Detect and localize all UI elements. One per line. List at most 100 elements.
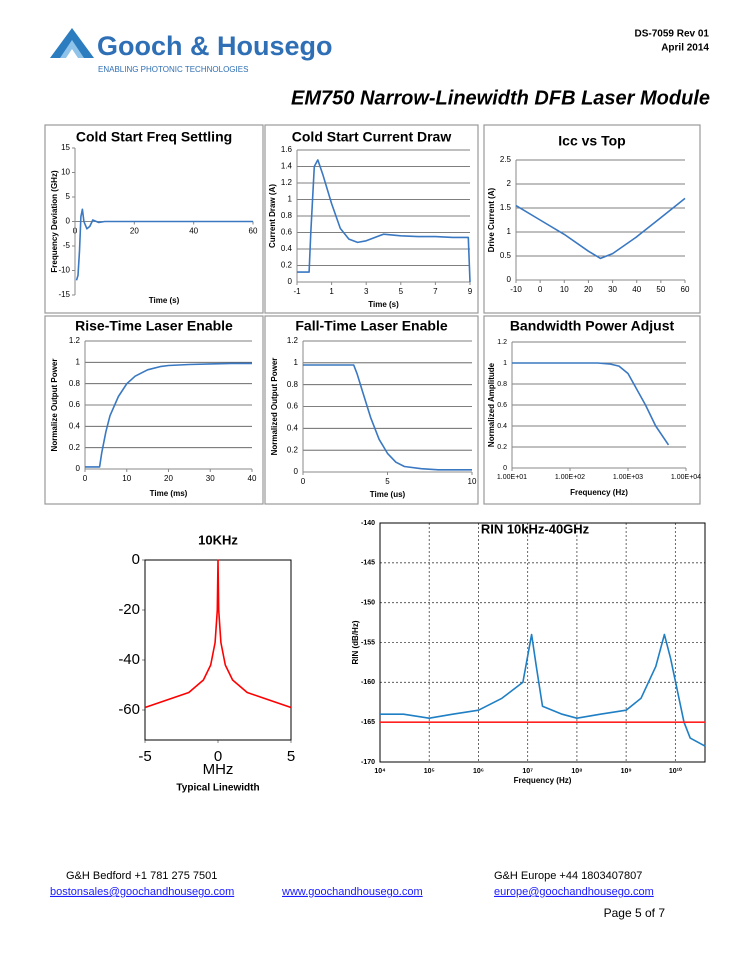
x-tick-label: 1.00E+02 <box>555 474 585 481</box>
website-link[interactable]: www.goochandhousego.com <box>281 886 423 898</box>
x-tick-label: 0 <box>538 285 543 294</box>
x-tick-label: 1.00E+04 <box>671 474 701 481</box>
y-tick-label: -165 <box>361 719 375 726</box>
chart: 0 0.2 0.4 0.6 0.8 1 1.2 0 10 20 30 40 Rise-Time Lase… <box>44 315 264 505</box>
x-tick-label: 10⁹ <box>621 768 632 775</box>
doc-id: DS-7059 Rev 01 <box>635 29 710 40</box>
y-tick-label: 5 <box>66 192 71 201</box>
x-tick-label: 20 <box>130 227 139 236</box>
y-tick-label: 0.5 <box>500 251 512 260</box>
y-tick-label: 2.5 <box>500 155 512 164</box>
bedford-phone: G&H Bedford +1 781 275 7501 <box>66 870 217 882</box>
y-tick-label: 0.6 <box>497 402 507 409</box>
data-line <box>144 559 292 709</box>
x-tick-label: 1 <box>329 287 334 296</box>
x-tick-label: 40 <box>248 474 257 483</box>
chart-caption: Typical Linewidth <box>176 783 259 794</box>
data-line <box>85 362 252 468</box>
x-tick-label: 60 <box>681 285 690 294</box>
y-axis-label: Normalize Output Power <box>50 359 59 452</box>
y-tick-label: 0.4 <box>287 423 299 432</box>
europe-phone: G&H Europe +44 1803407807 <box>494 870 642 882</box>
x-axis-label: Frequency (Hz) <box>570 488 628 497</box>
y-tick-label: -150 <box>361 600 375 607</box>
y-tick-label: 0 <box>294 467 299 476</box>
chart: 0 0.2 0.4 0.6 0.8 1 1.2 1.4 1.6 -1 1 3 5 7 9 Cold Start… <box>264 124 479 314</box>
y-tick-label: 1.2 <box>69 336 81 345</box>
y-tick-label: -5 <box>63 241 71 250</box>
y-tick-label: -145 <box>361 560 375 567</box>
y-tick-label: 1 <box>288 195 293 204</box>
y-tick-label: 0.8 <box>69 379 81 388</box>
x-tick-label: -1 <box>293 287 301 296</box>
x-axis-label: Frequency (Hz) <box>514 776 572 785</box>
x-tick-label: 10⁷ <box>522 768 533 775</box>
y-tick-label: -140 <box>361 520 375 527</box>
chart-frame <box>483 315 701 505</box>
y-tick-label: 0.8 <box>287 380 299 389</box>
chart: 0 0.2 0.4 0.6 0.8 1 1.2 0 5 10 Fall-Time Laser Ena… <box>264 315 479 505</box>
y-tick-label: 0 <box>66 217 71 226</box>
x-tick-label: 0 <box>301 477 306 486</box>
y-tick-label: 0.6 <box>281 228 293 237</box>
y-tick-label: 1.2 <box>281 178 293 187</box>
y-tick-label: 0 <box>132 551 140 568</box>
data-line <box>380 633 706 747</box>
x-axis-label: Time (s) <box>149 296 180 305</box>
y-tick-label: 1.4 <box>281 162 293 171</box>
chart-frame <box>44 124 264 314</box>
chart-title: RIN 10kHz-40GHz <box>481 521 590 536</box>
bedford-email[interactable]: bostonsales@goochandhousego.com <box>50 886 234 898</box>
y-tick-label: 1.6 <box>281 145 293 154</box>
y-tick-label: 1.2 <box>497 339 507 346</box>
y-tick-label: 0 <box>76 464 81 473</box>
x-tick-label: 30 <box>206 474 215 483</box>
y-tick-label: 0.2 <box>497 444 507 451</box>
x-tick-label: 40 <box>632 285 641 294</box>
y-tick-label: 0 <box>288 277 293 286</box>
y-tick-label: -20 <box>118 601 140 618</box>
x-tick-label: 1.00E+01 <box>497 474 527 481</box>
y-tick-label: 1 <box>294 358 299 367</box>
y-tick-label: 1 <box>507 227 512 236</box>
y-tick-label: -160 <box>361 679 375 686</box>
y-axis-label: Normalized Output Power <box>270 358 279 456</box>
y-tick-label: 0.2 <box>287 445 299 454</box>
x-tick-label: 10 <box>468 477 477 486</box>
x-tick-label: 30 <box>608 285 617 294</box>
plot-frame <box>379 522 706 763</box>
y-axis-label: Drive Current (A) <box>487 187 496 252</box>
chart-title: Rise-Time Laser Enable <box>75 318 233 334</box>
x-tick-label: 10 <box>560 285 569 294</box>
y-tick-label: 10 <box>61 168 70 177</box>
x-tick-label: 1.00E+03 <box>613 474 643 481</box>
data-line <box>75 208 253 281</box>
data-line <box>515 197 686 260</box>
data-line <box>303 364 472 471</box>
x-tick-label: 20 <box>584 285 593 294</box>
chart: -170 -165 -160 -155 -150 -145 -140 10⁴ 10⁵ 10⁶ 10⁷… <box>351 520 706 785</box>
y-tick-label: 0.8 <box>497 381 507 388</box>
chart: -15-10-50510150204060Cold Start Freq Set… <box>44 124 264 314</box>
chart-title: Icc vs Top <box>558 133 625 149</box>
x-tick-label: 10⁸ <box>571 768 582 775</box>
data-line <box>512 362 670 446</box>
y-tick-label: -170 <box>361 759 375 766</box>
y-tick-label: -40 <box>118 651 140 668</box>
y-tick-label: 0.2 <box>281 261 293 270</box>
y-tick-label: 1 <box>76 357 81 366</box>
y-tick-label: 0.6 <box>287 402 299 411</box>
y-axis-label: Normalized Amplitude <box>487 362 496 447</box>
x-tick-label: 60 <box>249 227 258 236</box>
chart-title: Fall-Time Laser Enable <box>295 318 447 334</box>
tagline: ENABLING PHOTONIC TECHNOLOGIES <box>98 65 248 74</box>
chart-title: Bandwidth Power Adjust <box>510 318 675 334</box>
x-tick-label: 5 <box>287 748 295 765</box>
x-tick-label: 50 <box>656 285 665 294</box>
x-tick-label: 7 <box>433 287 438 296</box>
y-axis-label: Current Draw (A) <box>268 184 277 248</box>
europe-email[interactable]: europe@goochandhousego.com <box>494 886 654 898</box>
y-tick-label: 1.5 <box>500 203 512 212</box>
